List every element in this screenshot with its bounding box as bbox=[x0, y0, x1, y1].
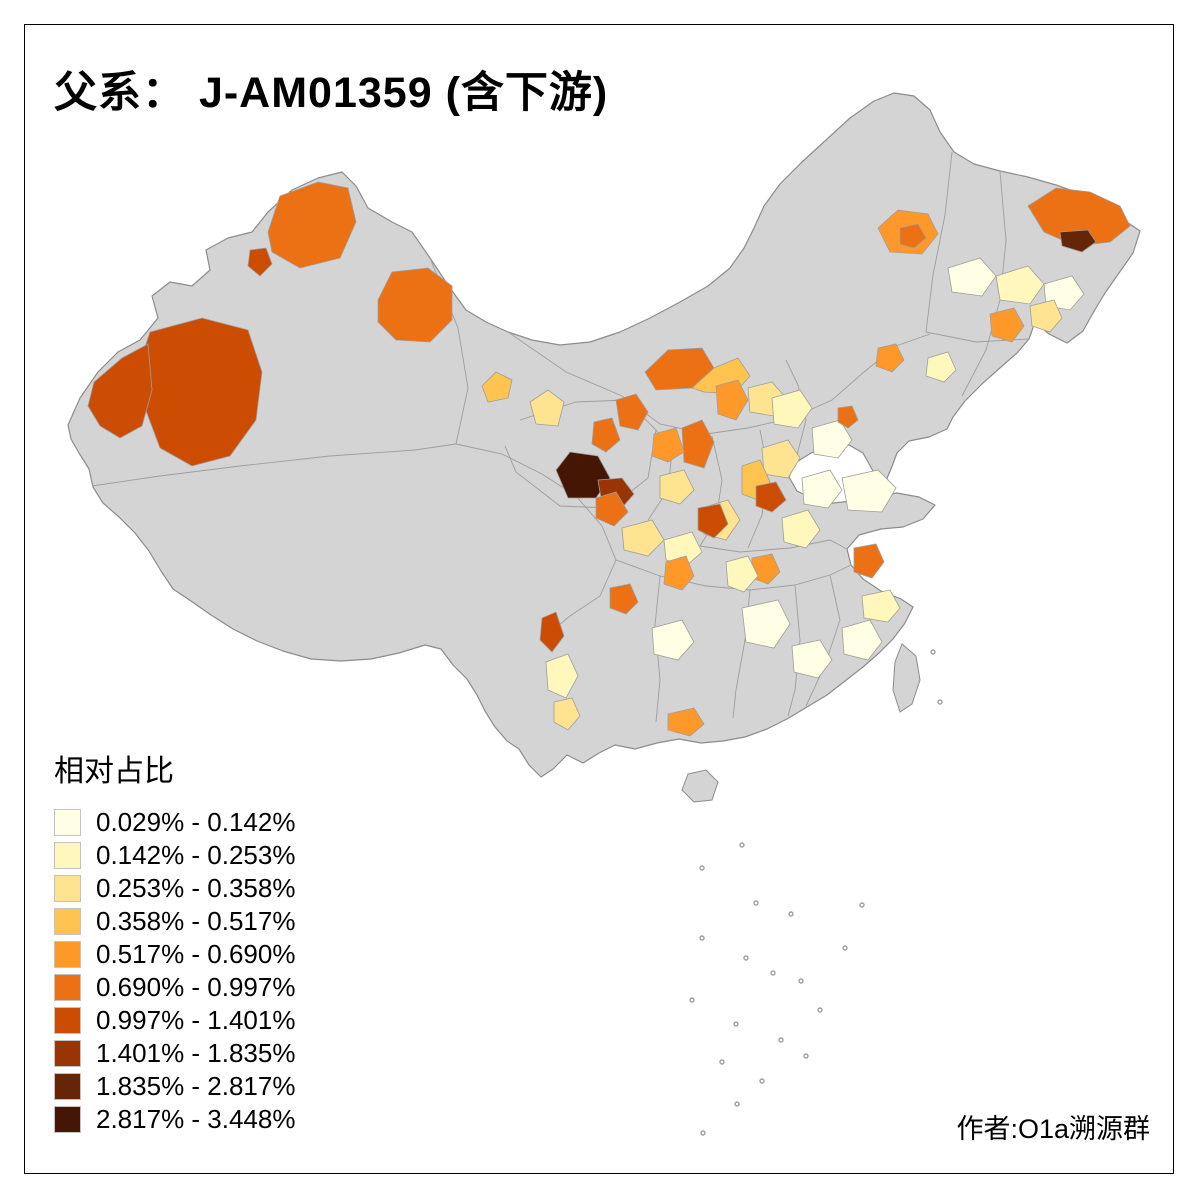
map-region-beijing-orange bbox=[837, 405, 859, 429]
map-region-hunan-pale-2 bbox=[791, 639, 833, 679]
legend-entry: 0.517% - 0.690% bbox=[54, 938, 295, 971]
map-region-yunnan-yellow-2 bbox=[553, 697, 581, 731]
legend-swatch bbox=[54, 809, 81, 836]
map-region-west-xinjiang-kashgar bbox=[87, 343, 153, 439]
map-region-henan-dark-orange bbox=[755, 481, 787, 513]
map-region-hebei-pale-1 bbox=[771, 389, 813, 429]
legend-entry: 1.835% - 2.817% bbox=[54, 1070, 295, 1103]
map-region-jilin-yellow bbox=[1029, 299, 1063, 333]
legend-entries: 0.029% - 0.142% 0.142% - 0.253% 0.253% - 0… bbox=[54, 806, 295, 1136]
map-region-sichuan-yellow-2 bbox=[663, 531, 703, 567]
legend-entry: 2.817% - 3.448% bbox=[54, 1103, 295, 1136]
map-region-north-heilongjiang-orange bbox=[1027, 187, 1131, 247]
map-region-ne-inner-mongolia-dot bbox=[899, 223, 927, 249]
legend-swatch bbox=[54, 1073, 81, 1100]
legend: 相对占比 0.029% - 0.142% 0.142% - 0.253% 0.253… bbox=[54, 746, 295, 1136]
taiwan-island bbox=[892, 643, 921, 713]
map-region-yunnan-pale-1 bbox=[545, 653, 579, 699]
legend-entry: 0.358% - 0.517% bbox=[54, 905, 295, 938]
legend-swatch bbox=[54, 941, 81, 968]
map-region-harbin-orange bbox=[989, 307, 1025, 343]
legend-label: 1.835% - 2.817% bbox=[96, 1071, 296, 1101]
legend-entry: 0.253% - 0.358% bbox=[54, 872, 295, 905]
map-region-hebei-pale-3 bbox=[801, 469, 843, 509]
map-region-east-xinjiang-hami bbox=[377, 267, 453, 343]
sea-islands bbox=[689, 649, 943, 1136]
legend-label: 0.029% - 0.142% bbox=[96, 807, 296, 837]
map-patches bbox=[87, 181, 1131, 737]
map-region-ne-pale-1 bbox=[947, 257, 997, 297]
map-region-chifeng-orange bbox=[875, 343, 905, 373]
legend-label: 0.142% - 0.253% bbox=[96, 840, 296, 870]
map-region-qinghai-orange-south bbox=[595, 491, 629, 527]
map-region-sichuan-yellow-1 bbox=[621, 519, 665, 557]
map-region-chengdu-orange bbox=[609, 583, 639, 615]
legend-entry: 1.401% - 1.835% bbox=[54, 1037, 295, 1070]
map-region-hubei-pale bbox=[725, 555, 759, 593]
legend-entry: 0.142% - 0.253% bbox=[54, 839, 295, 872]
legend-label: 0.517% - 0.690% bbox=[96, 939, 296, 969]
legend-entry: 0.690% - 0.997% bbox=[54, 971, 295, 1004]
page-title: 父系： J-AM01359 (含下游) bbox=[54, 69, 609, 117]
map-region-jiangsu-pale bbox=[861, 589, 901, 623]
map-region-guangxi-orange bbox=[667, 707, 705, 737]
legend-swatch bbox=[54, 1007, 81, 1034]
legend-swatch bbox=[54, 908, 81, 935]
map-region-qinghai-darkest bbox=[555, 451, 611, 499]
map-region-qinghai-pale-2 bbox=[529, 389, 565, 427]
legend-swatch bbox=[54, 875, 81, 902]
map-region-gansu-orange-west bbox=[591, 417, 621, 453]
map-region-henan-pale bbox=[781, 509, 821, 549]
map-region-xinjiang-small-dark bbox=[247, 247, 273, 277]
map-region-south-shaanxi-dark bbox=[697, 503, 729, 539]
map-region-guizhou-pale bbox=[651, 619, 695, 661]
legend-entry: 0.029% - 0.142% bbox=[54, 806, 295, 839]
map-region-gansu-yellow-east bbox=[659, 469, 695, 505]
legend-label: 0.997% - 1.401% bbox=[96, 1005, 296, 1035]
map-region-hebei-pale-2 bbox=[811, 419, 853, 459]
attribution-text: 作者:O1a溯源群 bbox=[956, 1114, 1150, 1144]
map-region-heilongjiang-dark-spot bbox=[1059, 229, 1097, 253]
map-region-liaoning-pale bbox=[925, 351, 957, 383]
legend-label: 0.690% - 0.997% bbox=[96, 972, 296, 1002]
legend-label: 2.817% - 3.448% bbox=[96, 1104, 296, 1134]
legend-swatch bbox=[54, 1106, 81, 1133]
legend-swatch bbox=[54, 842, 81, 869]
map-region-ningxia-yinchuan bbox=[715, 379, 749, 421]
legend-swatch bbox=[54, 974, 81, 1001]
legend-title: 相对占比 bbox=[54, 755, 174, 788]
map-region-yunnan-dark-wedge bbox=[539, 611, 565, 653]
map-region-shandong-pale bbox=[841, 469, 897, 513]
map-region-ningxia-south bbox=[651, 427, 685, 463]
hainan-island bbox=[681, 769, 719, 803]
map-region-north-shaanxi bbox=[681, 419, 715, 469]
map-region-zhejiang-pale bbox=[841, 619, 883, 661]
map-region-north-xinjiang bbox=[267, 181, 357, 269]
map-region-chongqing-orange bbox=[663, 555, 695, 591]
map-region-gansu-orange-mid bbox=[615, 393, 649, 431]
map-region-hunan-pale-1 bbox=[741, 599, 791, 649]
legend-entry: 0.997% - 1.401% bbox=[54, 1004, 295, 1037]
legend-label: 0.358% - 0.517% bbox=[96, 906, 296, 936]
map-region-ne-pale-2 bbox=[995, 265, 1045, 305]
islands bbox=[681, 643, 921, 803]
legend-label: 0.253% - 0.358% bbox=[96, 873, 296, 903]
map-region-anhui-orange bbox=[853, 543, 885, 579]
map-region-qinghai-pale-1 bbox=[481, 371, 513, 403]
legend-swatch bbox=[54, 1040, 81, 1067]
legend-label: 1.401% - 1.835% bbox=[96, 1038, 296, 1068]
